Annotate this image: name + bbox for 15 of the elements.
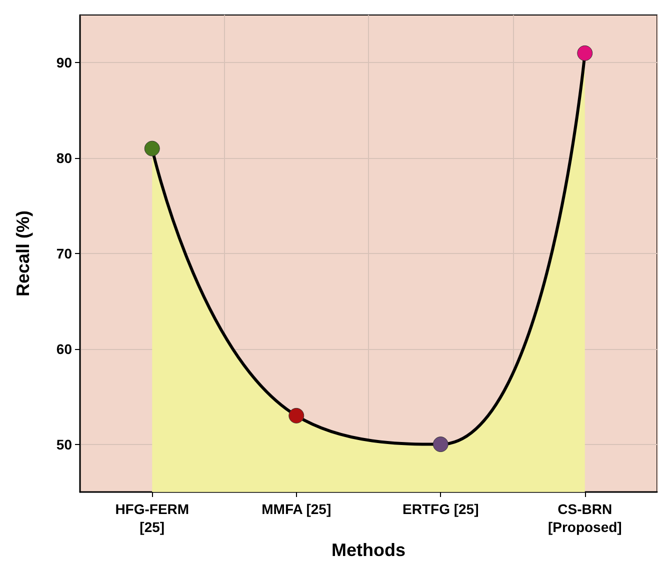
y-tick-label: 50 [56,436,72,452]
x-tick-label: CS-BRN [Proposed] [548,501,622,535]
point [144,140,160,156]
y-tick-label: 70 [56,246,72,262]
y-axis-title: Recall (%) [13,210,33,297]
y-tick-label: 60 [56,340,72,357]
point [577,45,593,61]
y-tick-label: 80 [56,150,72,166]
point [288,408,304,424]
x-axis-title: Methods [332,540,406,560]
x-tick-label: ERTFG [25] [402,501,479,517]
y-tick-label: 90 [56,54,72,71]
x-tick-label: MMFA [25] [262,501,332,517]
point [432,436,448,452]
x-tick-label: HFG-FERM [25] [115,501,190,535]
